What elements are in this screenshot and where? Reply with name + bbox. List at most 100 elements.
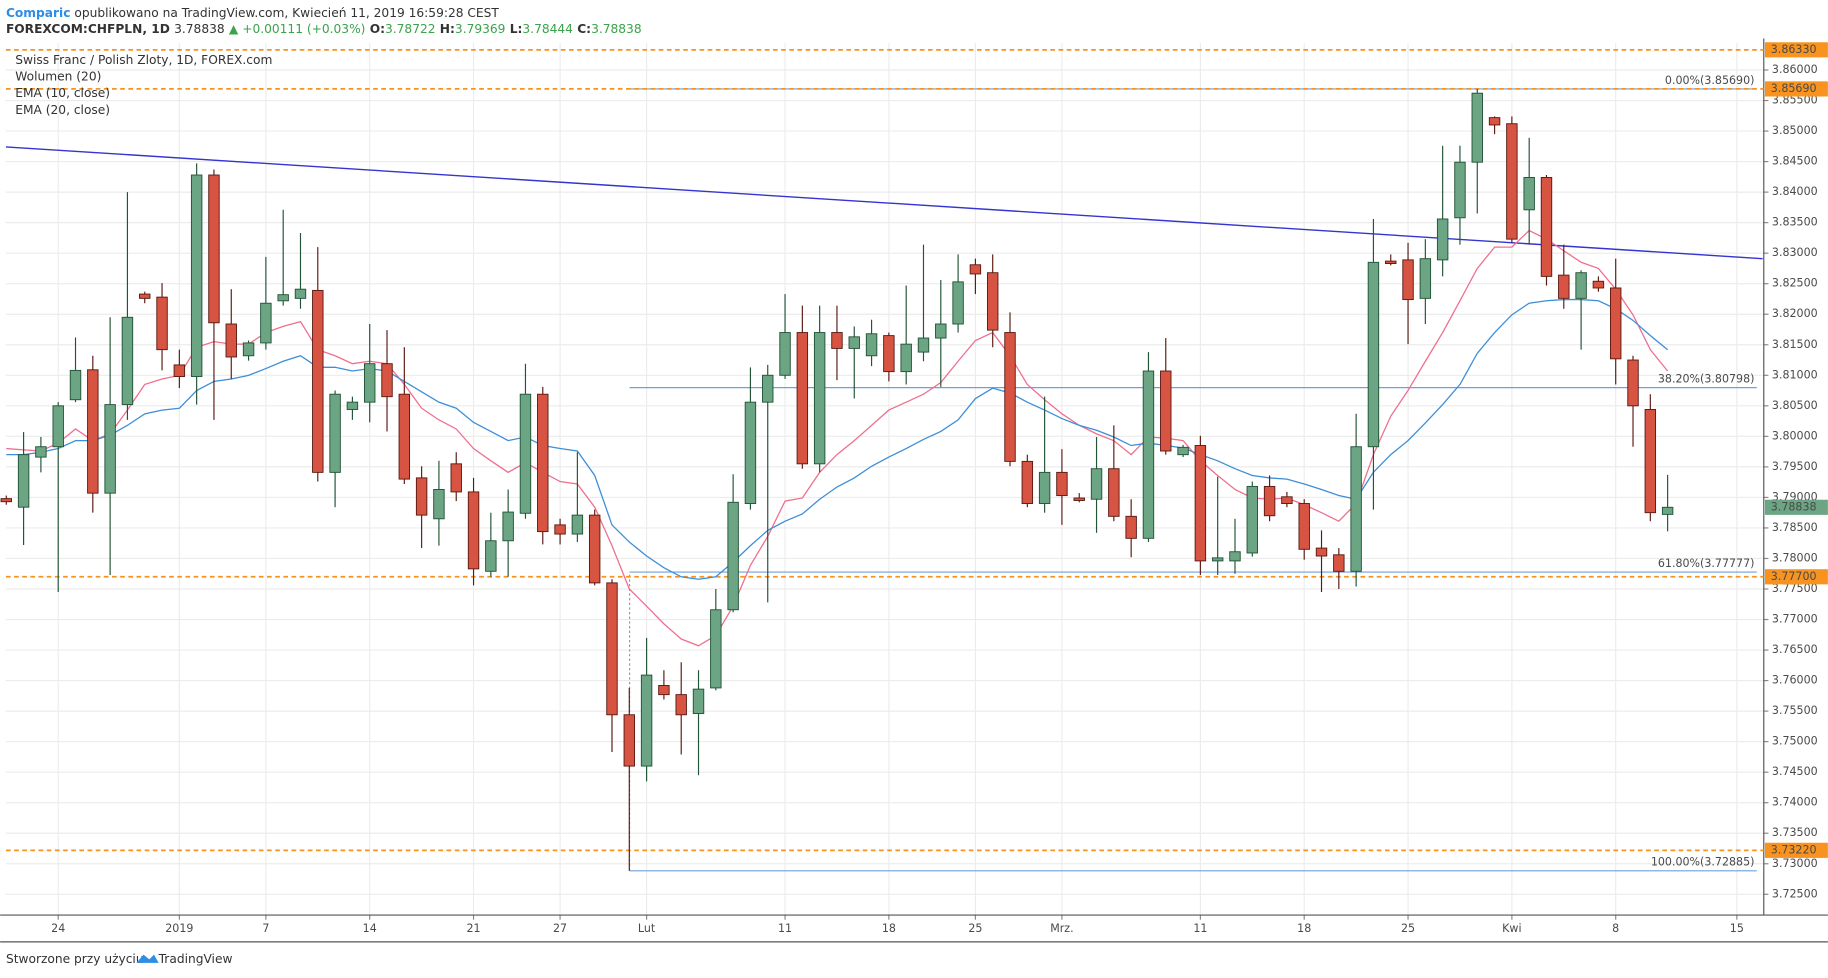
candle-body	[831, 332, 843, 349]
candle-body	[1506, 123, 1518, 240]
x-tick-label: 11	[778, 922, 792, 935]
candle-body	[1177, 446, 1189, 456]
candle-body	[640, 674, 653, 767]
candle-body	[519, 393, 532, 514]
y-tick-label: 3.85000	[1772, 124, 1818, 137]
candle-body	[294, 288, 307, 299]
candle-body	[1211, 557, 1224, 562]
y-tick-label: 3.78000	[1772, 551, 1818, 564]
y-tick-label: 3.86000	[1772, 63, 1818, 76]
candle-body	[1661, 506, 1674, 515]
candle-body	[35, 446, 47, 458]
candle-body	[1229, 551, 1241, 562]
candle-body	[952, 281, 964, 325]
candle-body	[1125, 515, 1137, 539]
y-tick-label: 3.72500	[1772, 887, 1818, 900]
y-tick-label: 3.78500	[1772, 521, 1818, 534]
candle-body	[121, 316, 134, 406]
y-tick-label: 3.79500	[1772, 460, 1818, 473]
level-tag	[1764, 42, 1828, 58]
fib-label: 0.00%(3.85690)	[1665, 74, 1755, 87]
candle-body	[329, 393, 341, 473]
level-tag-label: 3.73220	[1771, 843, 1817, 856]
candle-body	[1090, 468, 1103, 500]
candle-body	[485, 540, 497, 572]
x-tick-label: 15	[1730, 922, 1744, 935]
y-tick-label: 3.73000	[1772, 857, 1818, 870]
ohlc-o: 3.78722	[385, 22, 436, 36]
x-tick-label: 25	[1401, 922, 1415, 935]
candle-body	[346, 401, 359, 410]
candle-body	[623, 714, 636, 767]
published: opublikowano na TradingView.com, Kwiecie…	[74, 5, 499, 19]
candle-body	[1575, 272, 1587, 299]
candle-body	[208, 174, 220, 324]
candle-body	[1385, 260, 1397, 265]
x-tick-label: 11	[1193, 922, 1207, 935]
legend-entry: EMA (10, close)	[15, 86, 110, 100]
x-tick-label: 27	[553, 922, 567, 935]
candle-body	[104, 404, 116, 494]
x-tick-label: 14	[363, 922, 377, 935]
y-tick-label: 3.84000	[1772, 185, 1818, 198]
y-tick-label: 3.77000	[1772, 613, 1818, 626]
candle-body	[917, 337, 930, 353]
candle-body	[69, 369, 82, 401]
candle-body	[467, 491, 480, 570]
footer-brand[interactable]: TradingView	[158, 952, 233, 966]
candle-body	[796, 332, 809, 465]
candle-body	[588, 514, 601, 584]
candle-body	[0, 498, 13, 503]
candle-body	[1540, 176, 1553, 277]
legend-indicator: Wolumen (20)	[15, 69, 101, 83]
x-tick-label: Lut	[638, 922, 656, 935]
candle-body	[1298, 503, 1310, 550]
candle-body	[813, 332, 826, 465]
candle-body	[242, 342, 255, 357]
candle-body	[727, 501, 739, 611]
y-tick-label: 3.81500	[1772, 338, 1818, 351]
y-tick-label: 3.85500	[1772, 94, 1818, 107]
candle-body	[1021, 460, 1034, 504]
candle-body	[1056, 471, 1068, 497]
y-tick-label: 3.76000	[1772, 674, 1818, 687]
candle-body	[1367, 261, 1380, 448]
candle-body	[554, 524, 566, 535]
ema-line	[6, 298, 1669, 580]
candle-body	[537, 393, 549, 533]
y-tick-label: 3.82000	[1772, 307, 1818, 320]
plot-area: 3.72500 3.73000 3.73500 3.74000 3.74500 3.750…	[0, 38, 1828, 943]
candle-body	[1350, 446, 1362, 572]
candle-body	[1004, 332, 1016, 462]
candle-body	[1160, 370, 1172, 452]
last-price-label: 3.78838	[1771, 500, 1817, 513]
candle-body	[1073, 497, 1085, 501]
candle-body	[1592, 280, 1605, 289]
candle-body	[969, 264, 982, 275]
footer-text: Stworzone przy użyciu	[6, 952, 144, 966]
candle-body	[1402, 259, 1414, 301]
candle-body	[1315, 547, 1328, 557]
fib-label: 61.80%(3.77777)	[1658, 557, 1755, 570]
candle-body	[865, 333, 878, 357]
candle-body	[17, 454, 30, 508]
candle-body	[1142, 370, 1155, 539]
candle-body	[986, 272, 999, 331]
header-line-2: FOREXCOM:CHFPLN, 1D 3.78838 ▲ +0.00111 (…	[6, 22, 642, 36]
change: ▲ +0.00111 (+0.03%)	[229, 22, 366, 36]
x-tick-label: 21	[467, 922, 481, 935]
candle-body	[762, 374, 774, 403]
candle-body	[1644, 409, 1657, 514]
y-tick-label: 3.74500	[1772, 765, 1818, 778]
candle-body	[1263, 485, 1276, 517]
footer-logo	[136, 954, 159, 963]
ohlc-h: 3.79369	[455, 22, 506, 36]
candle-body	[1419, 258, 1432, 299]
candle-body	[883, 335, 895, 373]
candle-body	[1108, 468, 1120, 517]
candle-body	[1488, 117, 1501, 126]
fib-label: 100.00%(3.72885)	[1651, 856, 1755, 869]
level-tag	[1764, 842, 1828, 858]
candle-body	[744, 401, 757, 504]
